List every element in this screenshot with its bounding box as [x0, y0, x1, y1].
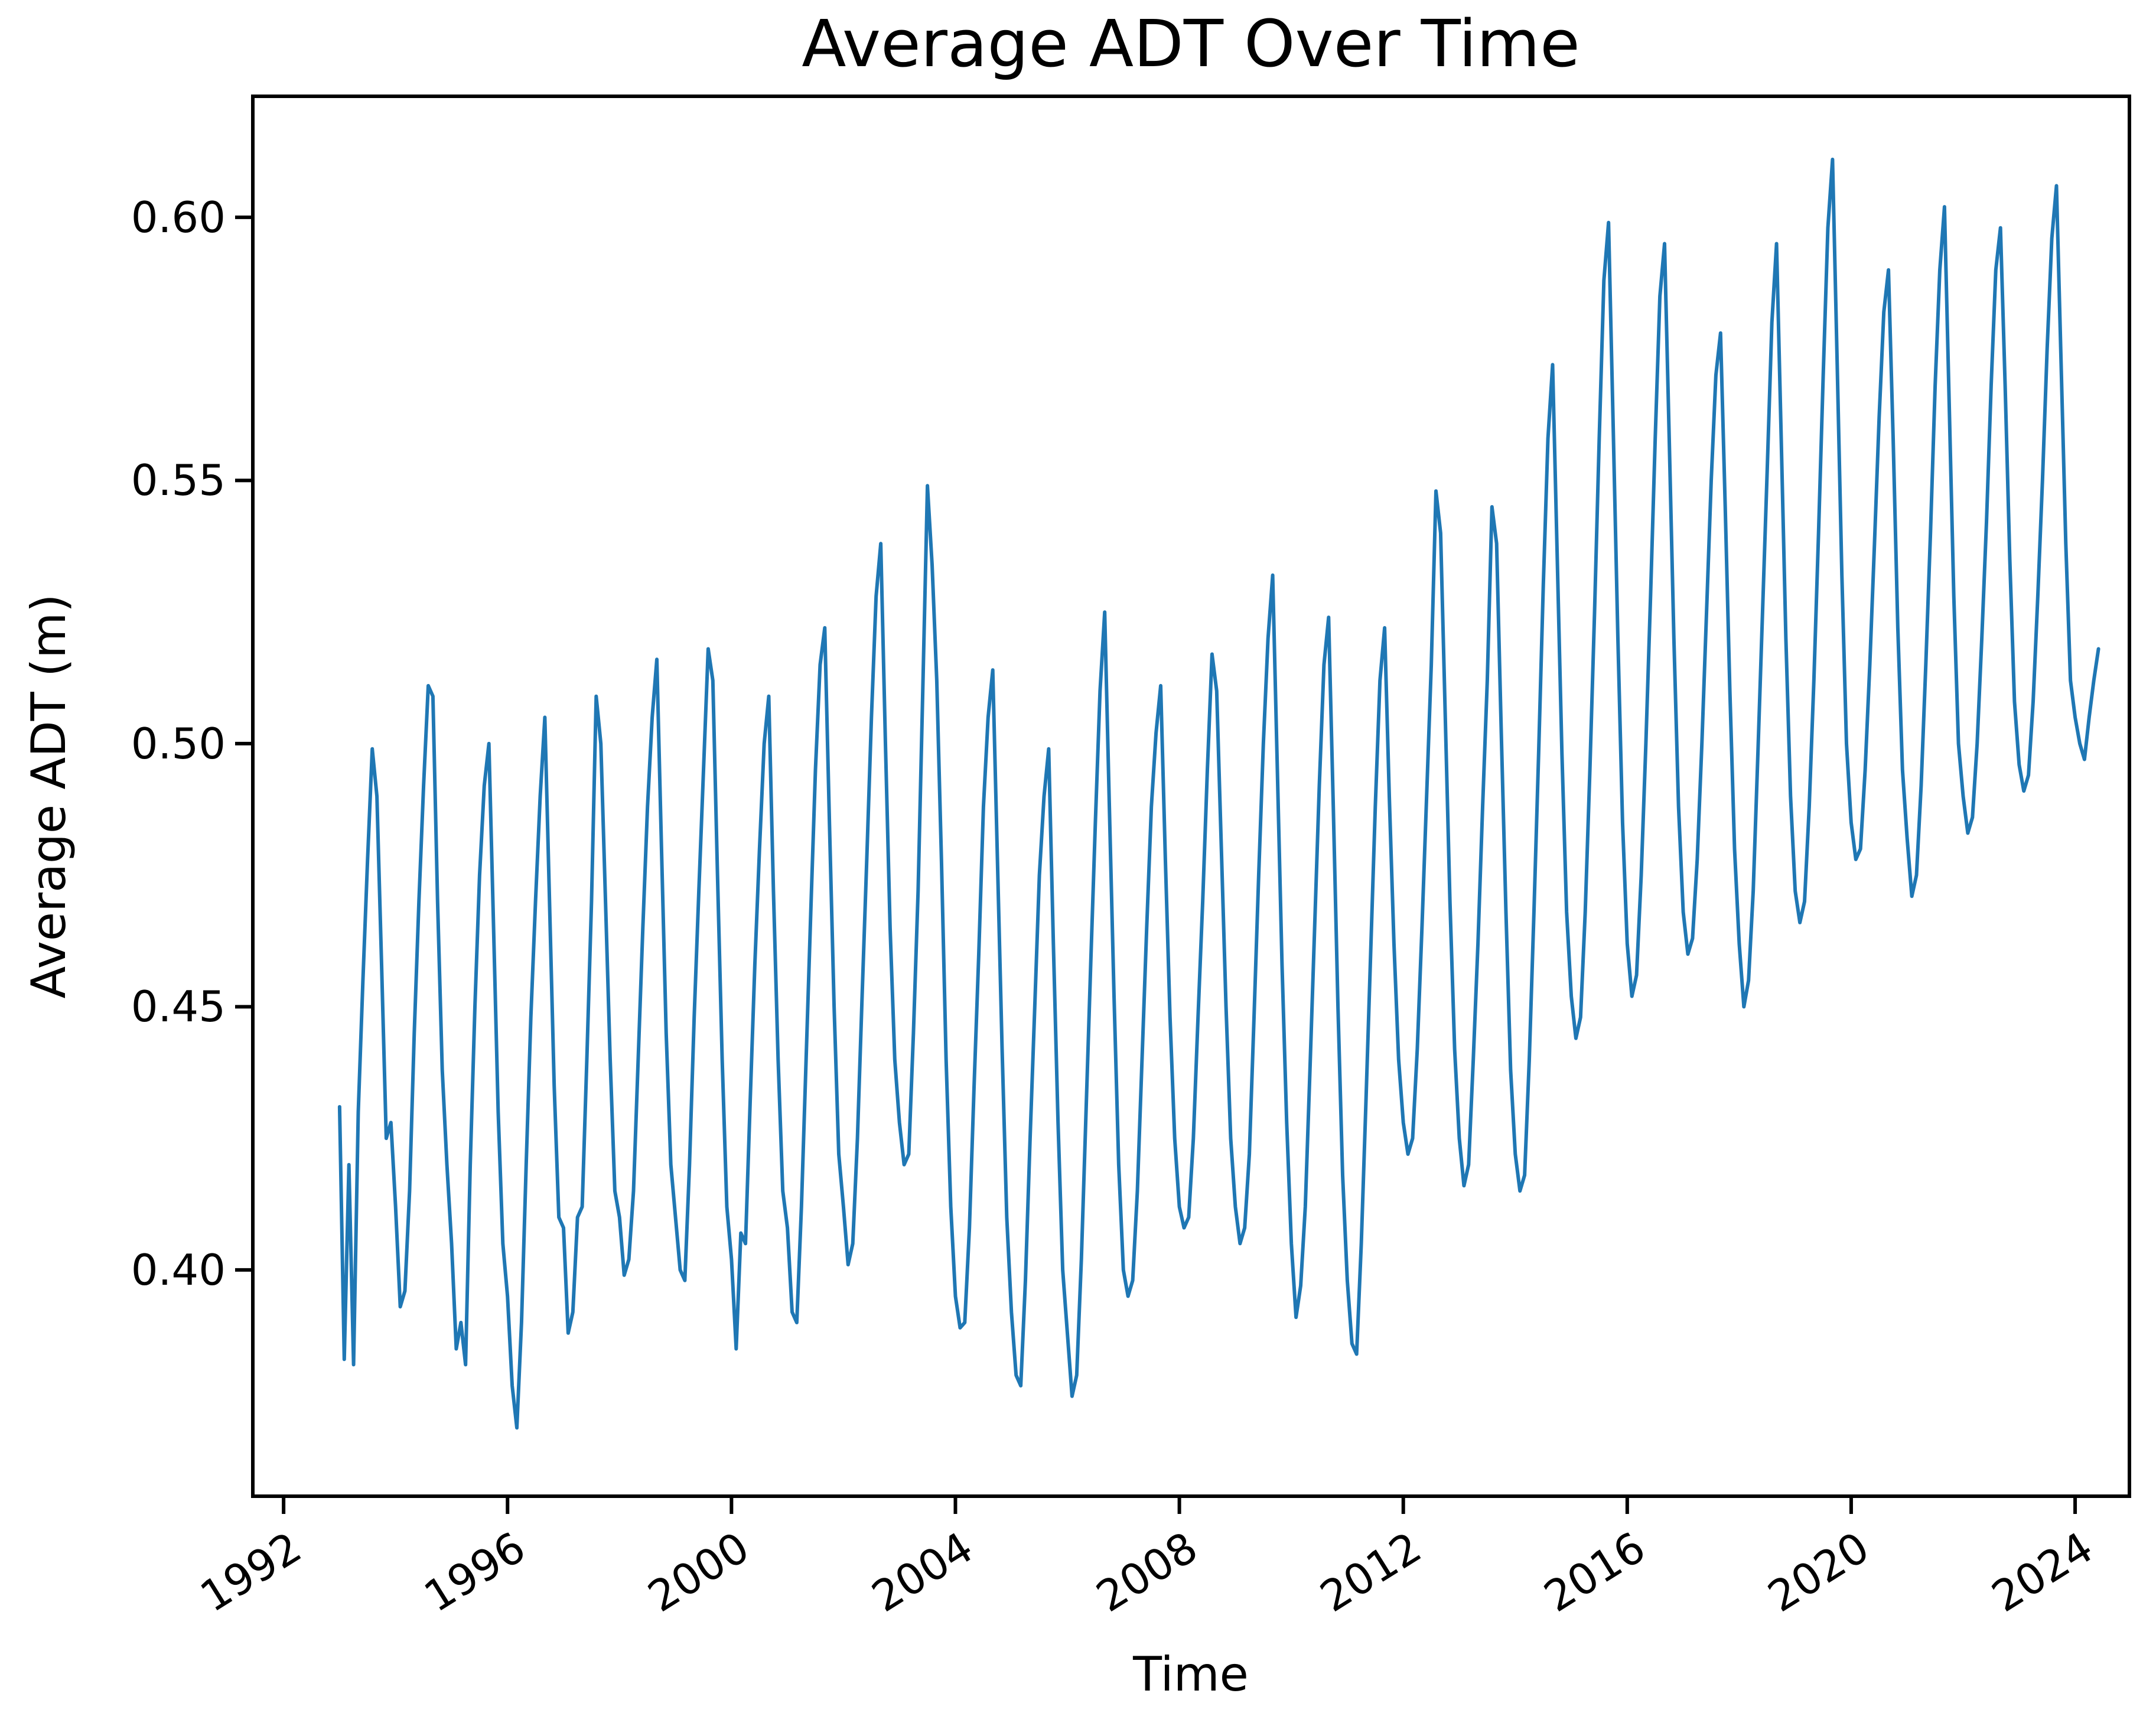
y-tick-label: 0.60: [131, 192, 226, 242]
x-axis-label: Time: [1133, 1647, 1249, 1702]
chart-title: Average ADT Over Time: [802, 6, 1580, 82]
y-tick-label: 0.50: [131, 718, 226, 768]
y-axis-label: Average ADT (m): [21, 594, 76, 999]
y-tick-label: 0.45: [131, 982, 226, 1032]
y-tick-label: 0.55: [131, 455, 226, 506]
y-tick-label: 0.40: [131, 1245, 226, 1295]
plot-frame: [251, 95, 2131, 1498]
adt-line-series: [337, 157, 2100, 1430]
